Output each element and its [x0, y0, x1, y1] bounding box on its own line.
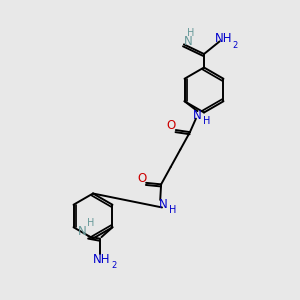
Text: N: N	[78, 225, 87, 238]
Text: H: H	[203, 116, 210, 126]
Text: H: H	[87, 218, 94, 228]
Text: O: O	[137, 172, 146, 185]
Text: O: O	[167, 119, 176, 132]
Text: NH: NH	[214, 32, 232, 46]
Text: H: H	[169, 206, 176, 215]
Text: N: N	[159, 198, 168, 211]
Text: 2: 2	[232, 40, 238, 50]
Text: N: N	[193, 109, 202, 122]
Text: NH: NH	[93, 253, 110, 266]
Text: N: N	[184, 35, 193, 48]
Text: H: H	[187, 28, 194, 38]
Text: 2: 2	[111, 261, 117, 270]
